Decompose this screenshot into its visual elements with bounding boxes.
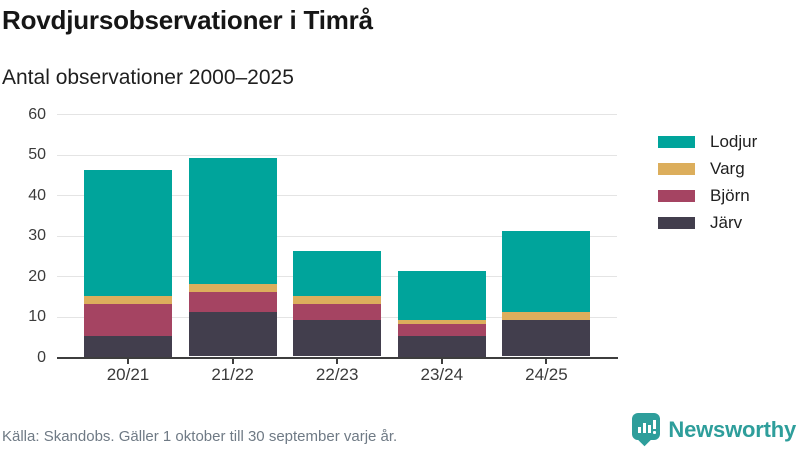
x-axis-tick-mark	[545, 358, 548, 364]
newsworthy-logo[interactable]: Newsworthy	[632, 413, 796, 447]
bar-segment-bjrn	[188, 291, 277, 312]
legend-swatch	[658, 217, 695, 229]
legend-label: Lodjur	[710, 132, 758, 151]
x-axis-tick-label: 22/23	[315, 365, 359, 384]
y-axis-tick-label: 60	[28, 105, 46, 123]
bar-segment-varg	[397, 320, 486, 325]
x-axis-tick-mark	[440, 358, 443, 364]
legend-item-jrv: Järv	[658, 213, 757, 232]
legend-swatch	[658, 136, 695, 148]
bar-segment-jrv	[84, 336, 172, 357]
bar-segment-varg	[502, 311, 591, 321]
gridline	[57, 235, 617, 237]
page-title: Rovdjursobservationer i Timrå	[2, 5, 373, 35]
bar-segment-varg	[293, 295, 382, 304]
bar-segment-varg	[188, 283, 277, 292]
x-axis-line	[57, 356, 618, 359]
y-axis-tick-label: 40	[28, 186, 46, 204]
bar-segment-lodjur	[293, 251, 382, 296]
y-axis-tick-label: 10	[28, 308, 46, 325]
legend-item-lodjur: Lodjur	[658, 132, 757, 151]
bar-segment-jrv	[188, 311, 277, 357]
x-axis-tick-mark	[336, 358, 339, 364]
source-note: Källa: Skandobs. Gäller 1 oktober till 3…	[2, 428, 398, 445]
bar-segment-bjrn	[84, 303, 172, 337]
legend-label: Björn	[710, 186, 750, 205]
x-axis-tick-mark	[231, 358, 234, 364]
x-axis-tick-label: 24/25	[525, 365, 568, 384]
y-axis-tick-label: 20	[28, 267, 46, 285]
y-axis-tick-label: 30	[28, 227, 46, 244]
gridline	[57, 154, 617, 156]
bar-segment-varg	[84, 295, 172, 304]
y-axis-tick-label: 0	[37, 348, 46, 366]
logo-text: Newsworthy	[668, 417, 796, 442]
legend-label: Varg	[710, 159, 745, 178]
y-axis-tick-label: 50	[28, 146, 46, 163]
bar-segment-lodjur	[188, 158, 277, 284]
legend: Lodjur Varg Björn Järv	[658, 132, 757, 244]
bar-segment-lodjur	[397, 271, 486, 321]
x-axis-tick-mark	[127, 358, 129, 364]
bar-segment-lodjur	[502, 230, 591, 312]
bar-segment-lodjur	[84, 170, 172, 296]
legend-item-bjrn: Björn	[658, 186, 757, 205]
x-axis-tick-label: 21/22	[211, 365, 254, 384]
bar-chart-speech-bubble-icon	[632, 413, 661, 447]
bar-segment-bjrn	[397, 324, 486, 337]
legend-swatch	[658, 163, 695, 175]
bar-segment-jrv	[502, 320, 591, 357]
legend-item-varg: Varg	[658, 159, 757, 178]
chart-subtitle: Antal observationer 2000–2025	[2, 66, 294, 89]
bar-segment-jrv	[293, 320, 382, 357]
x-axis-tick-label: 23/24	[420, 365, 464, 384]
x-axis-tick-label: 20/21	[106, 365, 150, 384]
legend-label: Järv	[710, 213, 743, 232]
gridline	[57, 195, 617, 196]
bar-segment-bjrn	[293, 303, 382, 321]
legend-swatch	[658, 190, 695, 202]
bar-segment-jrv	[397, 336, 486, 357]
gridline	[57, 114, 617, 115]
